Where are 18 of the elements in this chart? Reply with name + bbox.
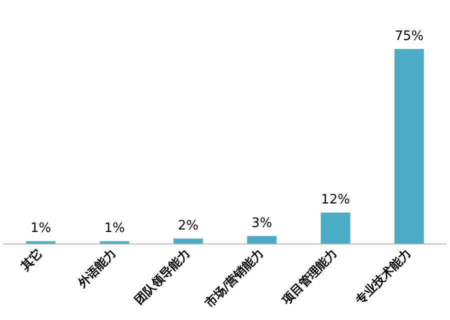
x-tick-label: 专业技术能力 [352, 246, 414, 308]
bar [173, 238, 203, 244]
data-label: 75% [394, 28, 424, 44]
bar [247, 236, 277, 244]
bar [394, 48, 424, 244]
x-tick-label: 其它 [18, 246, 46, 274]
bar [320, 212, 350, 244]
bar [100, 241, 130, 244]
x-tick-label: 外语能力 [74, 246, 119, 291]
data-label: 12% [321, 192, 350, 208]
x-tick-label: 市场/营销能力 [202, 246, 266, 311]
x-tick-label: 团队领导能力 [132, 246, 192, 308]
data-label: 3% [252, 216, 272, 231]
data-label: 2% [178, 218, 198, 234]
bar [26, 241, 56, 244]
data-label: 1% [104, 221, 125, 236]
x-tick-label: 项目管理能力 [278, 246, 340, 308]
data-label: 1% [30, 221, 52, 236]
